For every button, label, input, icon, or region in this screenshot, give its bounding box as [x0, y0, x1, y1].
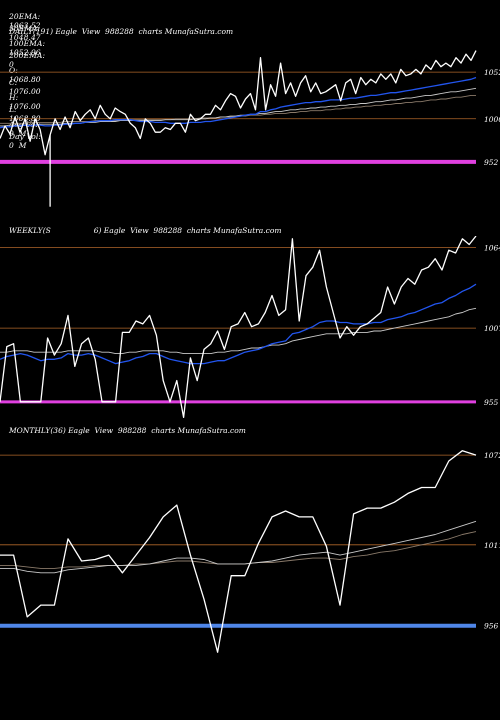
ema100-value: 1052.96 — [8, 48, 41, 57]
daily-chart: 1052 1000 952 — [0, 50, 500, 207]
close-label: C: — [8, 78, 18, 87]
monthly-chart: 1072 1011 956 — [0, 450, 500, 653]
y-tick-label: 1000 — [484, 115, 500, 124]
y-tick-label: 952 — [484, 158, 499, 167]
open-label: O: — [8, 66, 18, 75]
ema30-label: 30EMA: — [8, 24, 41, 33]
weekly-chart-title: WEEKLY(S 6) Eagle View 988288 charts Mun… — [9, 226, 282, 235]
avg-vol-value: 0 M — [8, 129, 27, 138]
day-vol-value: 0 M — [8, 141, 27, 150]
low-label: L: — [8, 105, 17, 114]
ema30-value: 1048.47 — [8, 33, 41, 42]
price-series — [0, 50, 477, 156]
high-value: 1076.00 — [8, 102, 41, 111]
y-tick-label: 1007 — [484, 324, 500, 333]
y-tick-label: 955 — [484, 398, 499, 407]
y-tick-label: 1072 — [484, 451, 500, 460]
ema200-value: 0 — [8, 60, 14, 69]
daily-chart-title: DAILY(191) Eagle View 988288 charts Muna… — [9, 27, 234, 36]
monthly-chart-title: MONTHLY(36) Eagle View 988288 charts Mun… — [9, 426, 246, 435]
y-tick-label: 1064 — [484, 243, 500, 252]
header-row-1: 20EMA: 1063.52 100EMA: 1052.96 O: 1068.8… — [4, 3, 45, 138]
ema20-label: 20EMA: — [8, 12, 41, 21]
high-label: H: — [8, 93, 19, 102]
close-value: 1076.00 — [8, 87, 41, 96]
ema_slow-series — [0, 520, 477, 574]
y-tick-label: 1052 — [484, 68, 500, 77]
y-tick-label: 956 — [484, 622, 499, 631]
ema_fast-series — [0, 283, 477, 365]
ema_slow-series — [0, 87, 477, 127]
day-vol-label: Day Vol: — [8, 132, 42, 141]
weekly-chart: 1064 1007 955 — [0, 236, 500, 419]
price-series — [0, 236, 477, 419]
open-value: 1068.80 — [8, 75, 41, 84]
ema_slow2-series — [0, 531, 477, 569]
ema20-value: 1063.52 — [8, 21, 41, 30]
avg-vol-label: Avg Vol: — [8, 120, 41, 129]
ema100-label: 100EMA: — [8, 39, 46, 48]
y-tick-label: 1011 — [484, 541, 500, 550]
price-series — [0, 450, 477, 653]
ema_fast-series — [0, 76, 477, 129]
ema200-label: 200EMA: — [8, 51, 46, 60]
